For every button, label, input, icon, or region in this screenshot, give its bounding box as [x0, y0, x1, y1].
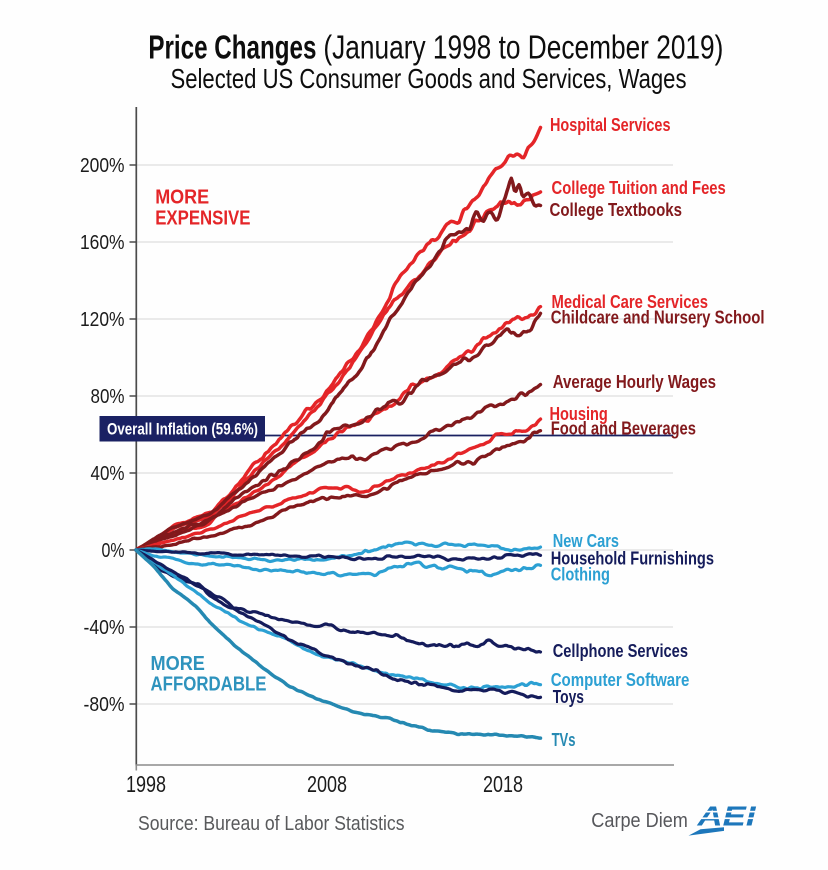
svg-text:Selected US Consumer Goods and: Selected US Consumer Goods and Services,…	[171, 63, 687, 94]
svg-text:College Textbooks: College Textbooks	[550, 200, 683, 220]
svg-text:Food and Beverages: Food and Beverages	[551, 419, 696, 439]
svg-text:Medical Care Services: Medical Care Services	[552, 292, 709, 312]
svg-text:Average Hourly Wages: Average Hourly Wages	[553, 372, 716, 392]
svg-text:TVs: TVs	[552, 730, 576, 750]
svg-text:Cellphone Services: Cellphone Services	[553, 641, 688, 661]
svg-text:New Cars: New Cars	[553, 531, 619, 551]
svg-text:Source: Bureau of Labor Statis: Source: Bureau of Labor Statistics	[138, 813, 405, 835]
svg-text:Housing: Housing	[550, 404, 608, 424]
svg-text:Computer Software: Computer Software	[551, 670, 690, 690]
svg-text:1998: 1998	[126, 771, 166, 797]
svg-text:MORE: MORE	[151, 653, 205, 675]
svg-text:-40%: -40%	[84, 617, 125, 639]
svg-text:Clothing: Clothing	[551, 565, 610, 585]
svg-text:0%: 0%	[102, 540, 125, 562]
svg-text:Toys: Toys	[553, 687, 584, 707]
svg-text:2018: 2018	[483, 771, 523, 797]
svg-text:Childcare and Nursery School: Childcare and Nursery School	[551, 308, 765, 328]
svg-text:-80%: -80%	[84, 694, 125, 716]
svg-text:80%: 80%	[91, 386, 125, 408]
svg-text:Household Furnishings: Household Furnishings	[551, 549, 714, 569]
svg-text:AEI: AEI	[696, 801, 757, 832]
svg-text:MORE: MORE	[155, 187, 209, 209]
svg-text:EXPENSIVE: EXPENSIVE	[155, 207, 250, 229]
svg-text:160%: 160%	[80, 232, 125, 254]
svg-text:2008: 2008	[307, 771, 347, 797]
svg-text:40%: 40%	[91, 463, 125, 485]
svg-text:Hospital Services: Hospital Services	[550, 115, 671, 135]
svg-text:Price Changes(January 1998 to: Price Changes (January 1998 to December 2…	[148, 29, 723, 66]
svg-text:College Tuition and Fees: College Tuition and Fees	[552, 178, 726, 198]
svg-text:Overall Inflation (59.6%): Overall Inflation (59.6%)	[107, 420, 258, 439]
svg-text:AFFORDABLE: AFFORDABLE	[151, 674, 267, 696]
svg-text:120%: 120%	[80, 309, 125, 331]
svg-text:200%: 200%	[80, 155, 125, 177]
svg-text:Carpe Diem: Carpe Diem	[591, 810, 688, 832]
